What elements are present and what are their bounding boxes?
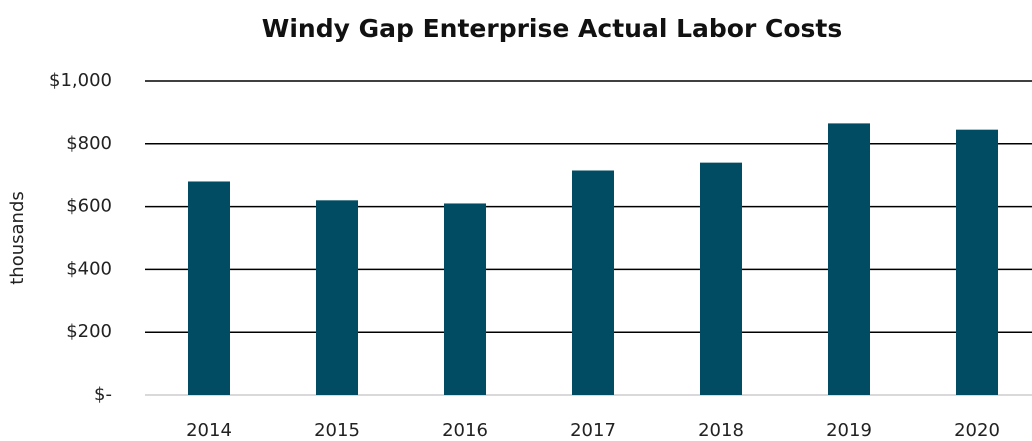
x-tick-label: 2014 <box>186 420 232 441</box>
x-tick-label: 2018 <box>698 420 744 441</box>
x-tick-label: 2016 <box>442 420 488 441</box>
y-tick-label: $- <box>94 384 112 405</box>
y-tick-label: $600 <box>66 196 112 217</box>
y-tick-label: $800 <box>66 133 112 154</box>
chart-title: Windy Gap Enterprise Actual Labor Costs <box>262 14 842 43</box>
y-tick-label: $400 <box>66 258 112 279</box>
x-tick-label: 2019 <box>826 420 872 441</box>
bar <box>188 181 230 395</box>
bar <box>700 162 742 395</box>
bar <box>572 170 614 395</box>
bar <box>956 129 998 396</box>
x-tick-label: 2020 <box>954 420 1000 441</box>
bar <box>828 123 870 395</box>
x-tick-label: 2017 <box>570 420 616 441</box>
y-tick-label: $1,000 <box>49 70 112 91</box>
y-tick-label: $200 <box>66 321 112 342</box>
y-axis-label: thousands <box>7 191 28 285</box>
bar <box>444 203 486 395</box>
bar <box>316 200 358 395</box>
x-tick-label: 2015 <box>314 420 360 441</box>
